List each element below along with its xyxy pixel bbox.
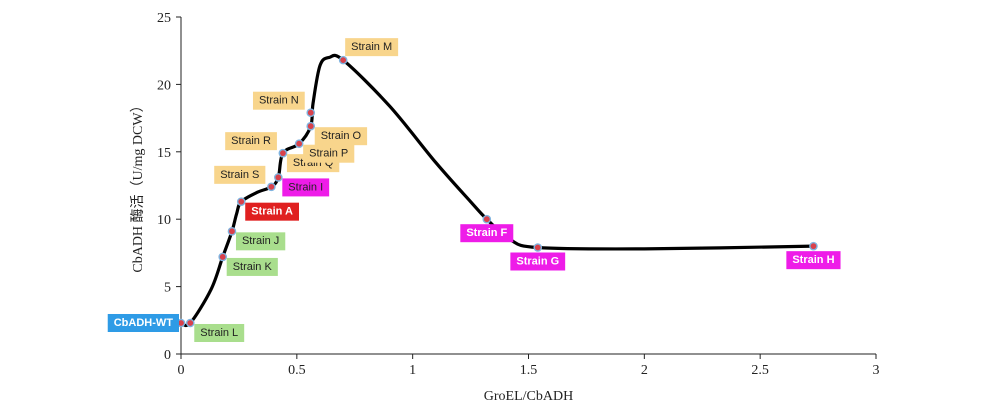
point-label-text: Strain O	[321, 130, 362, 142]
point-labels: CbADH-WT Strain L Strain K Strain J Strain A…	[107, 38, 841, 342]
x-tick-label: 1.5	[520, 363, 538, 378]
point-label-text: Strain L	[200, 327, 238, 339]
point-label: CbADH-WT	[107, 313, 179, 332]
point-label: Strain H	[786, 251, 841, 270]
point-label: Strain O	[314, 127, 368, 146]
data-point	[227, 227, 237, 236]
y-axis-title: CbADH 酶活（U/mg DCW）	[130, 98, 146, 272]
x-tick-label: 2.5	[751, 363, 769, 378]
point-label-text: Strain I	[288, 181, 323, 193]
point-label-text: Strain K	[233, 261, 273, 273]
point-label-text: Strain P	[309, 148, 348, 160]
point-label: Strain F	[460, 224, 514, 243]
point-label-box	[107, 313, 179, 332]
point-label-box	[226, 257, 278, 276]
point-label-box	[282, 178, 330, 197]
point-label: Strain J	[235, 232, 286, 251]
point-label: Strain S	[214, 165, 266, 184]
data-point	[533, 243, 543, 252]
x-axis-title: GroEL/CbADH	[484, 389, 573, 404]
point-label-box	[510, 252, 566, 271]
point-label-text: Strain N	[259, 95, 299, 107]
x-tick-label: 0.5	[288, 363, 306, 378]
point-label-box	[194, 323, 245, 342]
point-label-box	[245, 202, 299, 221]
point-label: Strain K	[226, 257, 278, 276]
point-label-box	[786, 251, 841, 270]
point-label-box	[214, 165, 266, 184]
y-tick-label: 15	[157, 146, 171, 161]
point-label-text: Strain R	[231, 135, 271, 147]
y-tick-label: 25	[157, 11, 171, 26]
x-tick-label: 3	[873, 363, 880, 378]
point-label: Strain M	[345, 38, 399, 57]
point-label: Strain P	[303, 144, 355, 163]
point-label: Strain L	[194, 323, 245, 342]
data-point	[306, 108, 316, 118]
point-label-text: Strain M	[351, 41, 392, 53]
data-point	[236, 197, 246, 206]
point-label-text: Strain F	[466, 227, 507, 239]
data-points	[176, 55, 818, 328]
y-tick-label: 10	[157, 213, 171, 228]
point-label: Strain R	[225, 132, 277, 151]
point-label: Strain I	[282, 178, 330, 197]
point-label: Strain G	[510, 252, 566, 271]
data-point	[809, 241, 818, 251]
point-label-box	[460, 224, 514, 243]
data-point	[338, 55, 348, 65]
data-point	[185, 318, 195, 328]
point-label: Strain A	[245, 202, 299, 221]
point-label-box	[225, 132, 277, 151]
data-point	[218, 252, 227, 262]
point-label-text: Strain J	[242, 235, 279, 247]
x-tick-label: 1	[409, 363, 416, 378]
point-label: Strain N	[252, 91, 305, 110]
point-label-box	[345, 38, 399, 57]
y-tick-label: 20	[157, 78, 171, 93]
data-point	[267, 182, 276, 192]
x-tick-label: 2	[641, 363, 648, 378]
point-label-text: CbADH-WT	[114, 317, 174, 329]
tick-labels: 0 0.5 1 1.5 2 2.5 3 0 5 10 15 20 25	[157, 11, 880, 378]
y-tick-label: 5	[164, 281, 171, 296]
point-label-box	[235, 232, 286, 251]
point-label-text: Strain G	[516, 255, 559, 267]
point-label-text: Strain S	[220, 169, 259, 181]
point-label-box	[314, 127, 368, 146]
y-tick-label: 0	[164, 348, 171, 363]
data-point	[482, 214, 492, 224]
data-point	[273, 173, 283, 182]
x-tick-label: 0	[178, 363, 185, 378]
point-label-text: Strain H	[792, 254, 834, 266]
data-point	[278, 148, 288, 158]
data-point	[294, 139, 304, 149]
point-label-box	[252, 91, 305, 110]
point-label-text: Strain A	[251, 206, 293, 218]
data-point	[306, 121, 316, 131]
point-label-box	[303, 144, 355, 163]
